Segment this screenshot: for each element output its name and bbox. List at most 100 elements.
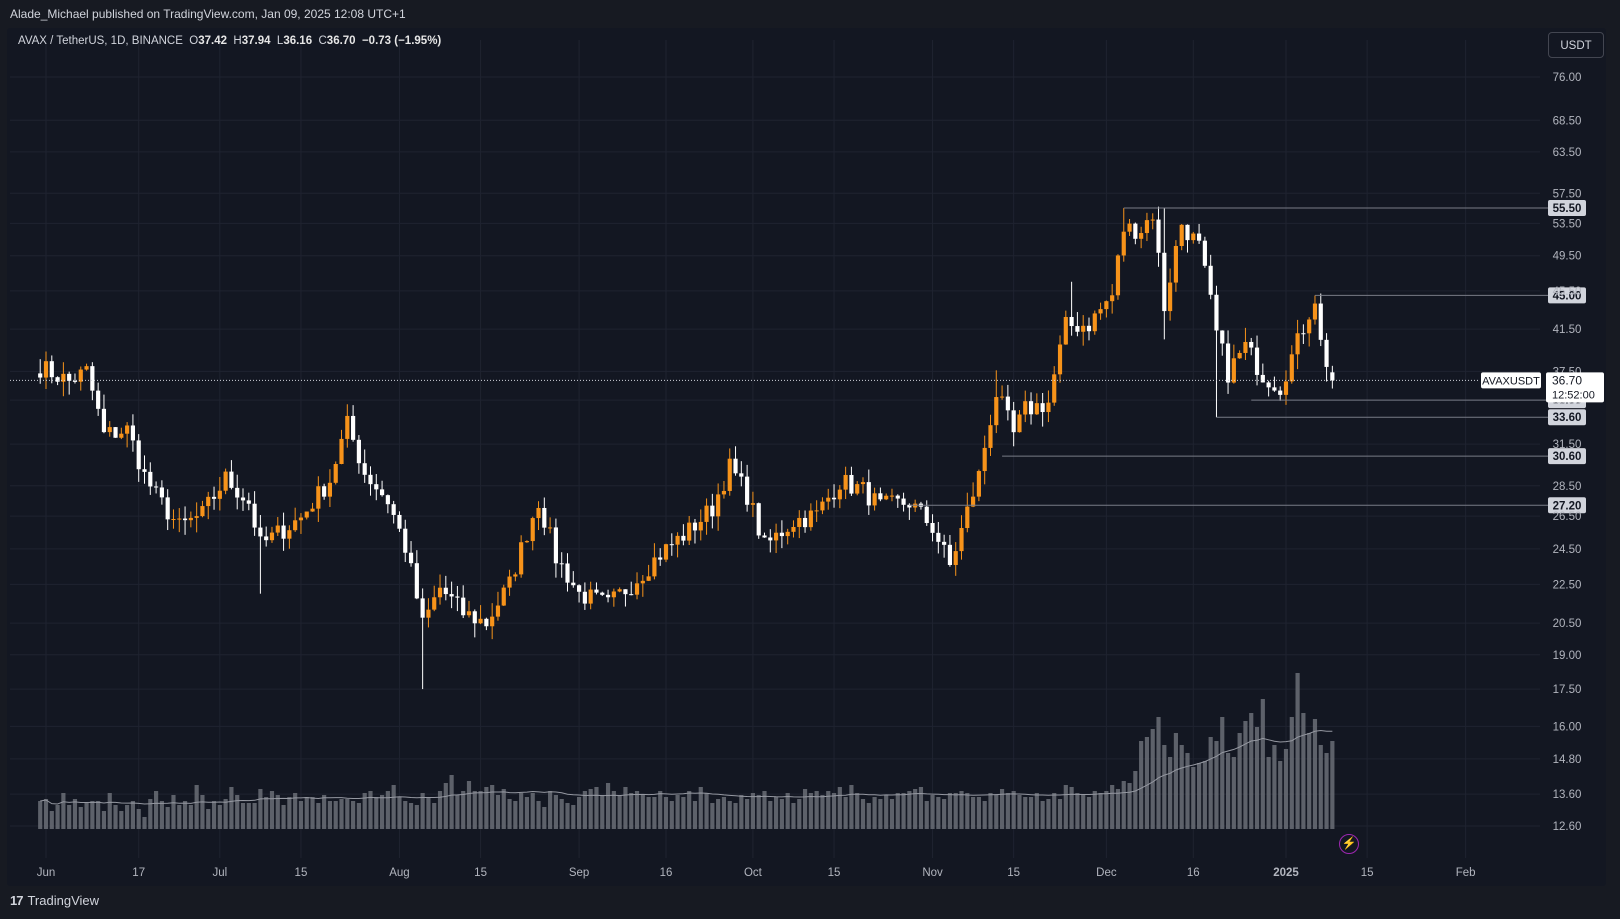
volume-bar — [96, 801, 101, 829]
volume-bar — [130, 801, 136, 829]
countdown-label: 12:52:00 — [1552, 389, 1595, 401]
volume-bar — [1040, 801, 1045, 829]
volume-bar — [849, 785, 854, 829]
volume-bar — [797, 799, 802, 829]
volume-bar — [1098, 793, 1103, 829]
legend-low-value: 36.16 — [283, 35, 313, 47]
y-axis-tick-label: 41.50 — [1553, 324, 1582, 336]
candle-body — [507, 576, 512, 588]
candle-body — [1266, 382, 1271, 388]
candle-body — [971, 496, 976, 507]
volume-bar — [397, 797, 402, 829]
candle-body — [1063, 316, 1068, 345]
volume-bar — [322, 795, 327, 829]
volume-bar — [339, 799, 344, 829]
chart-panel[interactable] — [7, 28, 1606, 886]
candle-body — [472, 611, 477, 624]
candle-body — [791, 526, 796, 532]
volume-bar — [953, 793, 958, 829]
candle-body — [704, 505, 709, 522]
candle-body — [594, 589, 599, 593]
volume-bar — [507, 799, 512, 829]
candle-body — [1110, 295, 1115, 302]
volume-bar — [362, 793, 367, 829]
candle-body — [623, 589, 628, 595]
volume-bar — [1034, 793, 1039, 829]
volume-bar — [652, 797, 657, 829]
brand-name: TradingView — [27, 893, 100, 908]
volume-bar — [1086, 797, 1092, 829]
volume-bar — [1191, 767, 1196, 829]
volume-bar — [281, 805, 286, 829]
tradingview-brand[interactable]: 17 TradingView — [10, 893, 99, 908]
candle-body — [1127, 223, 1132, 232]
y-axis-tick-label: 13.60 — [1553, 789, 1582, 801]
candle-body — [316, 486, 321, 509]
candle-body — [959, 528, 964, 552]
volume-bar — [1324, 753, 1329, 829]
candle-body — [611, 591, 616, 598]
candle-body — [125, 425, 130, 434]
candle-body — [177, 518, 182, 520]
volume-bar — [808, 793, 813, 829]
candle-body — [797, 517, 802, 527]
candle-body — [1104, 301, 1109, 310]
volume-bar — [495, 795, 501, 829]
volume-bar — [542, 807, 547, 829]
volume-bar — [826, 791, 831, 829]
candle-body — [855, 484, 860, 494]
x-axis-tick-label: Nov — [922, 867, 943, 879]
volume-bar — [646, 797, 651, 829]
level-label-bg — [1548, 497, 1586, 514]
candle-body — [1202, 240, 1207, 266]
candle-body — [1301, 333, 1306, 335]
volume-bar — [878, 799, 883, 829]
candle-body — [501, 587, 506, 606]
x-axis-tick-label: 15 — [1361, 867, 1374, 879]
candle-body — [837, 489, 842, 500]
volume-bar — [78, 807, 83, 829]
volume-bar — [1208, 737, 1213, 829]
candle-body — [1220, 330, 1225, 344]
volume-bar — [55, 805, 60, 829]
volume-bar — [1283, 749, 1289, 829]
candle-body — [1168, 282, 1173, 312]
candle-body — [617, 589, 622, 592]
x-axis-tick-label: 2025 — [1273, 867, 1299, 879]
volume-bar — [43, 799, 49, 829]
volume-bar — [1173, 733, 1178, 829]
candle-body — [96, 390, 101, 409]
volume-bar — [304, 797, 309, 829]
volume-bar — [443, 783, 448, 829]
currency-button[interactable]: USDT — [1548, 32, 1604, 58]
candle-body — [779, 532, 784, 537]
volume-bar — [831, 793, 837, 829]
volume-bar — [1023, 797, 1028, 829]
volume-bar — [617, 795, 622, 829]
candle-body — [1249, 341, 1254, 348]
volume-bar — [223, 799, 228, 829]
volume-bar — [681, 797, 686, 829]
volume-bar — [594, 787, 599, 829]
candle-body — [72, 380, 78, 382]
volume-bar — [229, 787, 234, 829]
candle-body — [576, 585, 582, 592]
volume-bar — [860, 799, 866, 829]
candle-body — [287, 530, 292, 539]
x-axis-tick-label: 16 — [1187, 867, 1200, 879]
volume-bar — [310, 797, 315, 829]
candle-body — [1144, 220, 1150, 234]
candle-body — [1208, 265, 1213, 295]
candle-body — [275, 525, 280, 533]
flash-icon[interactable]: ⚡ — [1339, 834, 1359, 854]
volume-bar — [1243, 721, 1248, 829]
volume-bar — [252, 803, 257, 829]
candle-body — [878, 493, 883, 500]
volume-bar — [72, 799, 78, 829]
volume-bar — [333, 801, 338, 829]
candle-body — [866, 482, 871, 506]
y-axis-tick-label: 53.50 — [1553, 218, 1582, 230]
candle-body — [264, 536, 269, 541]
candle-body — [553, 527, 558, 564]
